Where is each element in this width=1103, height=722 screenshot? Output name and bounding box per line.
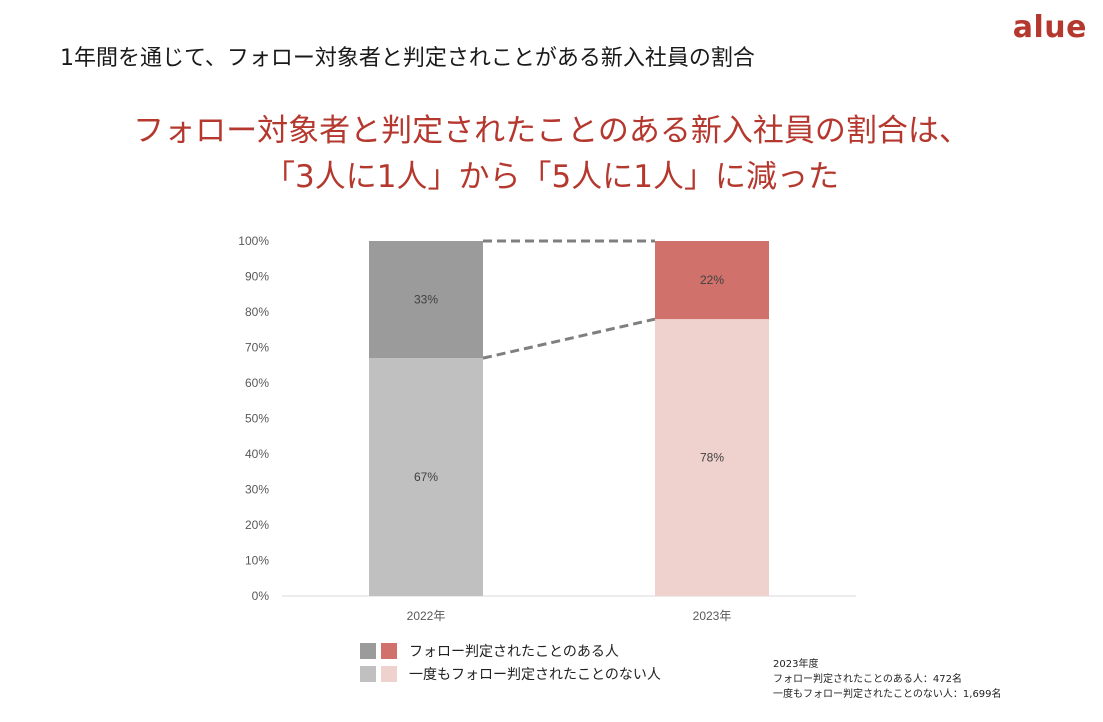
headline: フォロー対象者と判定されたことのある新入社員の割合は、 「3人に1人」から「5人… (0, 108, 1103, 200)
headline-line-2: 「3人に1人」から「5人に1人」に減った (264, 159, 839, 195)
legend-swatch-never-2022 (360, 665, 376, 682)
brand-logo: alue (1012, 10, 1087, 45)
y-tick-label: 50% (245, 412, 269, 426)
stacked-bar-chart: 0% 10% 20% 30% 40% 50% 60% 70% 80% 90% 100% 67% 33% 2… (238, 234, 856, 623)
legend-swatch-never-2023 (381, 665, 397, 682)
chart-legend: フォロー判定されたことのある人 一度もフォロー判定されたことのない人 (360, 642, 661, 688)
bar-segment (369, 358, 483, 596)
data-label: 33% (414, 293, 438, 307)
legend-swatch-follow-2023 (381, 642, 397, 659)
y-tick-label: 90% (245, 270, 269, 284)
y-tick-label: 100% (238, 234, 269, 248)
legend-label-never: 一度もフォロー判定されたことのない人 (409, 666, 661, 683)
footnote-year: 2023年度 (773, 659, 819, 670)
x-tick-label: 2023年 (693, 609, 732, 623)
connector-line-boundary (482, 317, 656, 360)
y-tick-label: 60% (245, 376, 269, 390)
bar-segment (369, 241, 483, 359)
slide-title: 1年間を通じて、フォロー対象者と判定されことがある新入社員の割合 (60, 46, 755, 71)
footnote: 2023年度 フォロー判定されたことのある人：472名 一度もフォロー判定された… (773, 657, 1002, 702)
legend-swatch-follow-2022 (360, 642, 376, 659)
headline-line-1: フォロー対象者と判定されたことのある新入社員の割合は、 (133, 113, 970, 149)
data-label: 78% (700, 451, 724, 465)
y-tick-label: 20% (245, 518, 269, 532)
bar-segment (655, 319, 769, 596)
x-tick-label: 2022年 (407, 609, 446, 623)
footnote-follow-count: フォロー判定されたことのある人：472名 (773, 674, 962, 685)
y-tick-label: 10% (245, 554, 269, 568)
legend-item-never: 一度もフォロー判定されたことのない人 (360, 665, 661, 683)
y-tick-label: 40% (245, 447, 269, 461)
y-tick-label: 80% (245, 305, 269, 319)
legend-label-follow: フォロー判定されたことのある人 (409, 643, 619, 660)
legend-item-follow: フォロー判定されたことのある人 (360, 642, 661, 660)
footnote-never-count: 一度もフォロー判定されたことのない人：1,699名 (773, 689, 1002, 700)
bar-segment (655, 241, 769, 320)
data-label: 22% (700, 273, 724, 287)
y-tick-label: 70% (245, 341, 269, 355)
data-label: 67% (414, 470, 438, 484)
y-tick-label: 0% (252, 589, 270, 603)
y-tick-label: 30% (245, 483, 269, 497)
